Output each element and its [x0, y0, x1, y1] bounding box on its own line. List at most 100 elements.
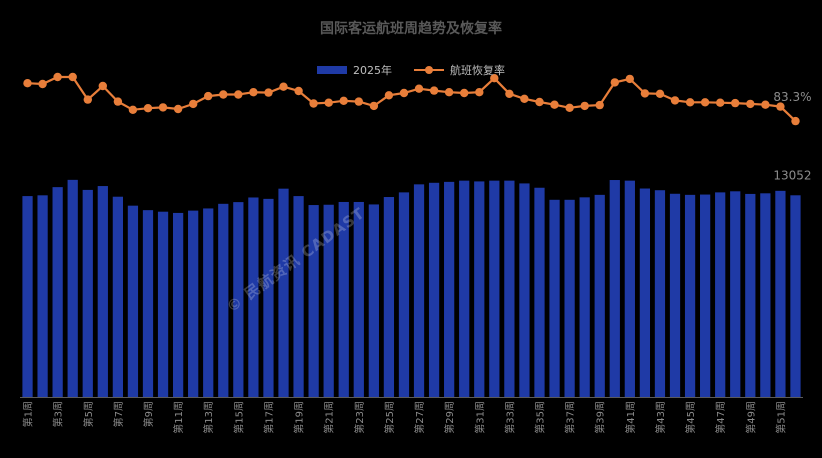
- line-point-第1周: [23, 79, 32, 88]
- line-point-第49周: [746, 99, 755, 109]
- x-tick-第11周: 第11周: [172, 401, 185, 434]
- legend-line-label: 航班恢复率: [450, 64, 505, 77]
- bar-第50周: [760, 193, 771, 397]
- legend: 2025年 航班恢复率: [0, 62, 822, 78]
- line-point-第2周: [38, 79, 47, 89]
- x-tick-第45周: 第45周: [684, 401, 697, 434]
- bar-第32周: [489, 180, 500, 397]
- line-point-第47周: [716, 98, 725, 107]
- line-point-第15周: [234, 90, 243, 99]
- line-point-第30周: [460, 88, 469, 98]
- line-point-第48周: [731, 98, 740, 108]
- x-tick-第15周: 第15周: [232, 401, 245, 434]
- bar-第39周: [594, 194, 605, 397]
- x-tick-第19周: 第19周: [293, 401, 306, 434]
- bar-第4周: [67, 179, 78, 397]
- x-tick-第51周: 第51周: [774, 401, 787, 434]
- bar-第46周: [700, 194, 711, 397]
- bar-第17周: [263, 198, 274, 397]
- line-point-第10周: [158, 103, 168, 112]
- x-tick-第17周: 第17周: [263, 401, 276, 434]
- line-point-第20周: [309, 99, 318, 108]
- bar-第27周: [413, 184, 425, 397]
- x-tick-第3周: 第3周: [52, 401, 65, 427]
- bar-第36周: [549, 199, 560, 397]
- bar-第51周: [775, 190, 786, 397]
- bar-第38周: [579, 197, 590, 397]
- line-point-第35周: [535, 97, 544, 107]
- line-point-第51周: [776, 102, 785, 111]
- bar-第11周: [172, 212, 184, 397]
- bar-第52周: [790, 195, 801, 397]
- line-point-第12周: [189, 99, 198, 109]
- x-tick-第9周: 第9周: [142, 401, 155, 427]
- bar-第34周: [519, 183, 530, 397]
- line-point-第14周: [219, 90, 228, 99]
- bar-第42周: [639, 188, 651, 397]
- line-point-第9周: [143, 104, 153, 113]
- line-point-第50周: [761, 100, 770, 109]
- bar-第20周: [308, 205, 319, 397]
- line-point-第37周: [565, 103, 574, 113]
- line-point-第24周: [369, 101, 379, 111]
- bar-第49周: [745, 193, 756, 397]
- x-tick-第33周: 第33周: [503, 401, 516, 434]
- bar-第22周: [338, 201, 349, 397]
- bar-第16周: [248, 197, 259, 397]
- line-point-第26周: [399, 88, 409, 98]
- bar-第33周: [504, 180, 515, 397]
- line-point-第44周: [670, 96, 680, 105]
- x-tick-第47周: 第47周: [714, 401, 727, 434]
- bar-第29周: [444, 181, 455, 397]
- bar-第48周: [730, 191, 741, 397]
- line-point-第33周: [505, 89, 514, 99]
- x-tick-第35周: 第35周: [534, 401, 547, 434]
- line-point-第6周: [98, 81, 108, 91]
- line-point-第25周: [384, 91, 394, 100]
- bar-last-value-label: 13052: [773, 168, 811, 182]
- line-point-第7周: [113, 97, 123, 106]
- bar-第14周: [218, 203, 229, 397]
- bar-第8周: [127, 205, 139, 397]
- bar-第26周: [398, 192, 410, 397]
- bar-第19周: [293, 196, 304, 397]
- legend-item-bar: 2025年: [317, 62, 392, 78]
- line-point-第4周: [68, 72, 77, 82]
- x-tick-第5周: 第5周: [82, 401, 95, 427]
- bar-第37周: [564, 199, 575, 397]
- x-axis-tick-labels: 第1周 第3周 第5周 第7周 第9周 第11周 第13周 第15周 第17周 第19周 第21周 第…: [22, 401, 788, 434]
- line-series-recovery-rate: [23, 72, 800, 126]
- x-tick-第13周: 第13周: [202, 401, 215, 434]
- line-point-第21周: [324, 98, 333, 107]
- line-point-第32周: [490, 74, 499, 83]
- bar-第43周: [654, 190, 666, 397]
- bar-第28周: [428, 182, 440, 397]
- bar-第10周: [157, 211, 169, 397]
- legend-line-swatch: [414, 66, 444, 74]
- line-point-第43周: [655, 89, 665, 99]
- bar-第7周: [112, 196, 123, 397]
- x-tick-第37周: 第37周: [564, 401, 577, 434]
- line-point-第41周: [625, 74, 634, 84]
- x-tick-第23周: 第23周: [353, 401, 366, 434]
- line-point-第31周: [475, 88, 484, 97]
- line-point-第29周: [444, 88, 454, 97]
- bar-series-2025: [22, 179, 801, 397]
- line-point-第16周: [249, 88, 258, 97]
- line-point-第36周: [550, 100, 559, 109]
- x-tick-第1周: 第1周: [22, 401, 35, 427]
- bar-第2周: [37, 195, 48, 397]
- line-point-第28周: [429, 86, 439, 95]
- line-point-第18周: [279, 82, 288, 91]
- bar-第21周: [323, 204, 334, 397]
- x-tick-第49周: 第49周: [744, 401, 757, 434]
- bar-第5周: [82, 189, 93, 397]
- bar-第24周: [368, 204, 379, 397]
- data-labels: 83.3% 13052: [773, 90, 811, 182]
- x-tick-第27周: 第27周: [413, 401, 426, 434]
- line-point-第46周: [700, 98, 710, 107]
- x-tick-第7周: 第7周: [112, 401, 125, 427]
- line-point-第13周: [204, 91, 213, 101]
- legend-item-line: 航班恢复率: [414, 62, 505, 78]
